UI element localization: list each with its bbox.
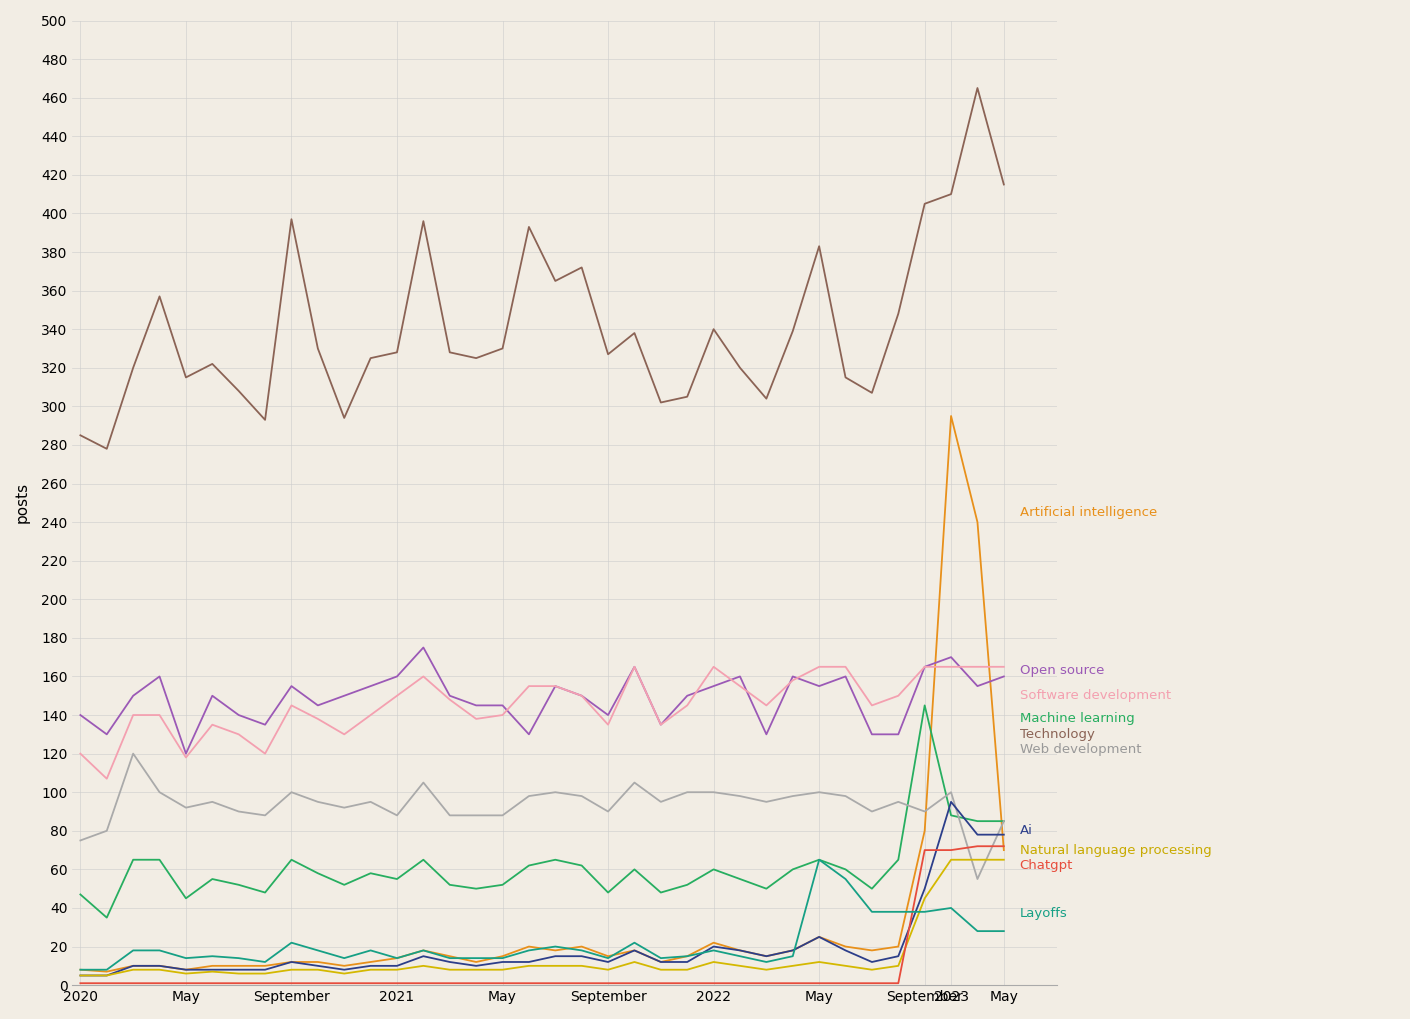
- Text: Layoffs: Layoffs: [1019, 907, 1067, 920]
- Text: Technology: Technology: [1019, 728, 1094, 741]
- Text: Machine learning: Machine learning: [1019, 712, 1135, 726]
- Text: Chatgpt: Chatgpt: [1019, 859, 1073, 872]
- Text: Software development: Software development: [1019, 689, 1170, 702]
- Text: Ai: Ai: [1019, 824, 1032, 838]
- Text: Artificial intelligence: Artificial intelligence: [1019, 506, 1158, 519]
- Text: Natural language processing: Natural language processing: [1019, 844, 1211, 857]
- Text: Open source: Open source: [1019, 664, 1104, 678]
- Text: Web development: Web development: [1019, 743, 1141, 756]
- Y-axis label: posts: posts: [16, 482, 30, 524]
